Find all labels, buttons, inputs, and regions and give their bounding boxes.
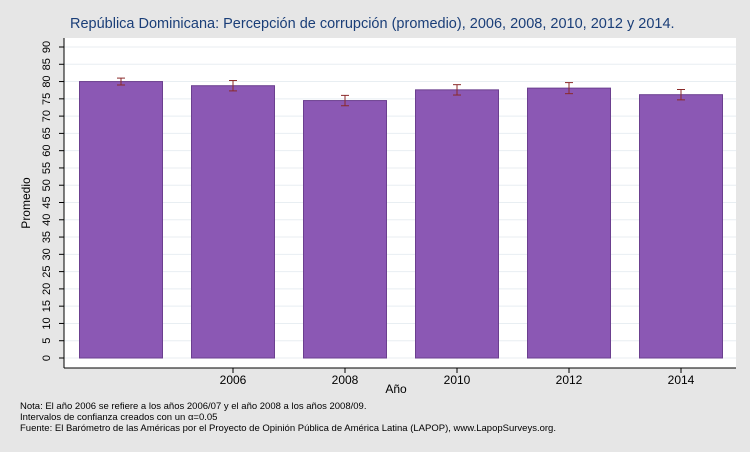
bar [527,87,611,359]
bar [639,94,723,359]
y-tick-label: 75 [41,93,53,105]
y-tick-label: 0 [41,355,53,361]
footnotes: Nota: El año 2006 se refiere a los años … [20,401,556,434]
y-ticks: 0 5 10 15 20 25 30 35 40 45 50 55 60 65 70 75 80 85 90 [41,41,64,361]
x-tick-label: 2010 [444,373,471,387]
y-tick-label: 40 [41,214,53,226]
y-tick-label: 55 [41,162,53,174]
y-tick-label: 45 [41,196,53,208]
y-tick-label: 70 [41,110,53,122]
note-line-3: Fuente: El Barómetro de las Américas por… [20,423,556,434]
y-tick-label: 80 [41,75,53,87]
y-tick-label: 5 [41,338,53,344]
y-tick-label: 15 [41,300,53,312]
y-axis-label: Promedio [19,177,33,229]
y-tick-label: 30 [41,248,53,260]
y-tick-label: 60 [41,145,53,157]
bar [79,81,163,359]
bars [79,81,723,359]
note-line-1: Nota: El año 2006 se refiere a los años … [20,401,367,412]
y-tick-label: 85 [41,58,53,70]
x-tick-label: 2014 [668,373,695,387]
gridlines [64,46,736,359]
bar [191,85,275,359]
y-tick-label: 10 [41,317,53,329]
note-line-2: Intervalos de confianza creados con un α… [20,412,218,423]
x-tick-label: 2012 [556,373,583,387]
chart-title: República Dominicana: Percepción de corr… [70,16,675,32]
x-tick-label: 2006 [220,373,247,387]
bar [303,100,387,359]
x-tick-label: 2008 [332,373,359,387]
x-ticks: 2006 2008 2010 2012 2014 [220,368,695,387]
y-tick-label: 35 [41,231,53,243]
y-tick-label: 25 [41,265,53,277]
y-tick-label: 50 [41,179,53,191]
y-tick-label: 20 [41,283,53,295]
bar [415,89,499,359]
y-tick-label: 90 [41,41,53,53]
x-axis-label: Año [385,382,407,396]
error-bars [117,77,685,107]
y-tick-label: 65 [41,127,53,139]
